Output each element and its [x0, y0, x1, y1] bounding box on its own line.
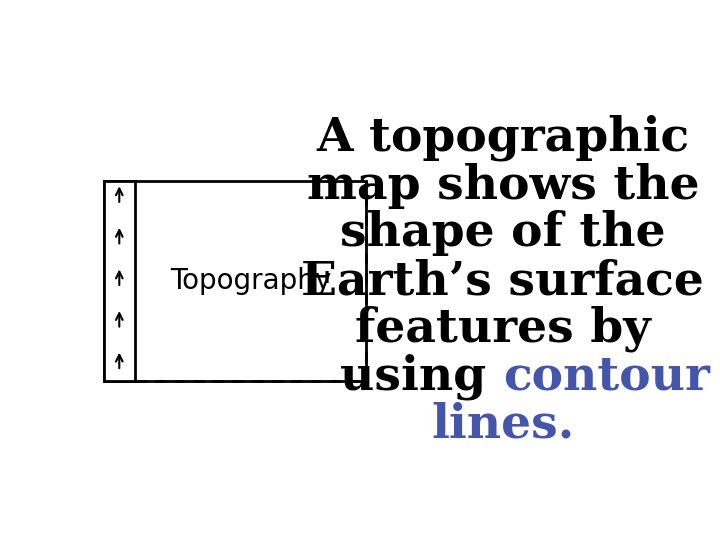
Text: lines.: lines.: [431, 402, 575, 448]
Text: shape of the: shape of the: [340, 210, 666, 256]
Text: contour: contour: [503, 354, 710, 400]
Bar: [104, 181, 135, 381]
Text: Topography: Topography: [170, 267, 331, 295]
Text: using: using: [340, 354, 503, 400]
Text: features by: features by: [355, 306, 651, 353]
Text: Earth’s surface: Earth’s surface: [302, 258, 704, 304]
Text: A topographic: A topographic: [316, 114, 690, 161]
Text: map shows the: map shows the: [307, 163, 699, 208]
Bar: [104, 181, 366, 381]
